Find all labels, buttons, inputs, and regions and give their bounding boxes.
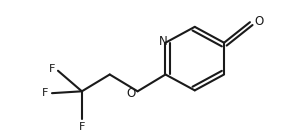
Text: O: O [126, 87, 135, 100]
Text: F: F [49, 64, 55, 74]
Text: F: F [79, 122, 85, 132]
Text: O: O [254, 15, 264, 28]
Text: F: F [42, 88, 48, 98]
Text: N: N [159, 35, 168, 48]
